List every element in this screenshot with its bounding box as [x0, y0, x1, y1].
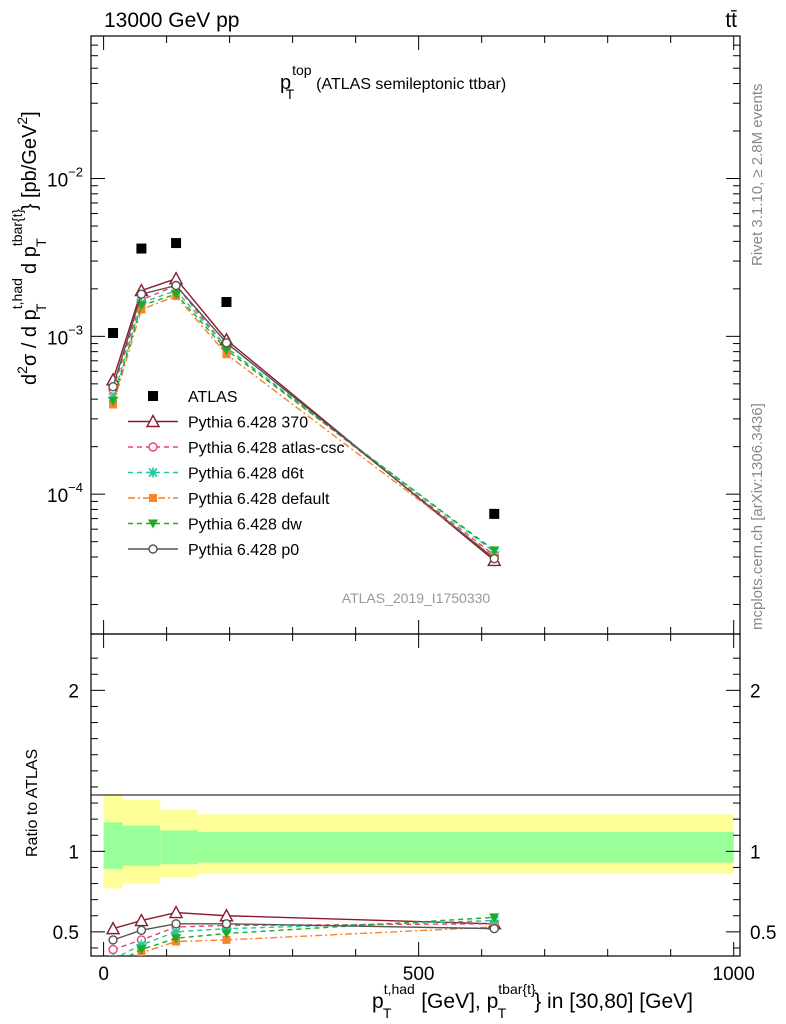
header-process-label: tt̄: [725, 9, 737, 32]
ratio-series-5-point-3: [221, 919, 232, 929]
ratio-plot-frame: [90, 633, 741, 957]
atlas-point-2: [171, 238, 182, 249]
ratio-series-4-point-2: [171, 934, 182, 944]
main-y-tick-label-1: 10−3: [47, 322, 83, 349]
main-y-tick-label-0: 10−2: [47, 165, 83, 192]
atlas-point-3: [221, 297, 232, 308]
ratio-series-layer: [105, 905, 502, 976]
x-tick-label-1: 500: [403, 964, 435, 985]
legend-marker-0: [145, 414, 161, 428]
ratio-y-axis-label: Ratio to ATLAS: [24, 749, 41, 857]
ratio-series-line-2: [117, 919, 495, 956]
ratio-y-tick-label-right-0: 0.5: [750, 923, 776, 944]
main-y-tick-label-2: 10−4: [47, 480, 83, 507]
ratio-series-line-3: [135, 926, 495, 956]
ratio-series-4-point-0: [108, 960, 118, 969]
ratio-series-2-point-0: [108, 954, 118, 956]
ratio-series-line-0: [112, 911, 495, 930]
main-series-4-point-0: [108, 396, 119, 406]
ratio-series-4-point-1: [136, 945, 147, 955]
ratio-y-tick-label-right-2: 2: [750, 681, 761, 702]
ratio-series-1-point-0: [108, 944, 118, 955]
main-series-5-point-2: [171, 280, 181, 291]
ratio-y-tick-label-right-1: 1: [750, 842, 761, 863]
ratio-series-5-point-4: [489, 923, 499, 934]
rivet-version-label: Rivet 3.1.10, ≥ 2.8M events: [749, 84, 766, 267]
analysis-watermark: ATLAS_2019_I1750330: [342, 590, 491, 606]
ratio-inner-band-0: [103, 822, 123, 870]
main-series-4-point-2: [171, 290, 182, 300]
ratio-series-4-point-4: [489, 913, 500, 923]
ratio-y-ticks: 0.5 0.5 1 1 2 2: [53, 657, 776, 949]
main-series-5-point-1: [136, 289, 147, 299]
ratio-series-2-point-1: [136, 939, 147, 950]
ratio-series-4-point-3: [221, 929, 232, 939]
legend-label-0: Pythia 6.428 370: [188, 415, 308, 432]
legend-label-atlas: ATLAS: [188, 389, 238, 406]
main-series-4-point-4: [489, 546, 500, 556]
ratio-series-line-4: [127, 916, 495, 956]
main-series-5-point-3: [221, 338, 232, 348]
ratio-series-line-5: [112, 923, 495, 941]
ratio-inner-band-3: [198, 832, 734, 863]
legend-label-3: Pythia 6.428 default: [188, 491, 330, 508]
legend-label-1: Pythia 6.428 atlas-csc: [188, 440, 345, 457]
ratio-inner-band-2: [160, 830, 199, 865]
ratio-y-tick-label-2: 2: [68, 681, 79, 702]
legend-label-5: Pythia 6.428 p0: [188, 542, 299, 559]
ratio-series-0-point-2: [168, 905, 184, 919]
legend: ATLAS Pythia 6.428 370 Pythia 6.428 atlas-…: [128, 389, 345, 559]
atlas-data-points: [108, 238, 500, 519]
ratio-y-tick-label-1: 1: [68, 842, 79, 863]
atlas-point-1: [136, 243, 147, 254]
header-energy-label: 13000 GeV pp: [104, 9, 239, 32]
main-series-5-point-0: [108, 381, 118, 392]
ratio-series-2-point-3: [221, 923, 232, 934]
x-axis-ticks: 0 500 1000: [98, 36, 755, 985]
main-series-5-point-4: [489, 554, 499, 564]
legend-atlas-marker: [148, 391, 158, 401]
ratio-inner-band-1: [122, 825, 161, 866]
ratio-series-5-point-2: [171, 919, 181, 929]
legend-label-4: Pythia 6.428 dw: [188, 517, 302, 534]
x-axis-label: pt,had T [GeV], ptbar{t} T} in [30,80] [Ge…: [372, 981, 693, 1021]
ratio-series-5-point-1: [136, 925, 147, 935]
main-series-line-1: [112, 284, 495, 556]
x-tick-label-0: 0: [98, 964, 109, 985]
legend-label-2: Pythia 6.428 d6t: [188, 466, 304, 483]
legend-marker-4: [148, 519, 158, 529]
legend-marker-5: [148, 544, 158, 554]
legend-marker-3: [149, 494, 157, 502]
main-series-layer: [105, 271, 502, 567]
main-series-4-point-3: [221, 345, 232, 355]
atlas-point-4: [489, 508, 500, 519]
ratio-uncertainty-bands: [103, 795, 734, 889]
ratio-series-5-point-0: [108, 935, 118, 945]
main-y-axis-label: d2σ / d pt,had T d ptbar{t} T} [pb/GeV2]: [9, 111, 49, 385]
ratio-y-tick-label-0: 0.5: [53, 923, 79, 944]
x-tick-label-2: 1000: [713, 964, 755, 985]
ratio-series-3-point-0: [109, 968, 117, 976]
legend-marker-1: [148, 442, 158, 452]
ratio-series-3-point-3: [222, 935, 231, 944]
legend-marker-2: [148, 467, 158, 478]
mcplots-reference-label: mcplots.cern.ch [arXiv:1306.3436]: [749, 403, 766, 630]
ratio-series-2-point-2: [171, 926, 182, 937]
main-title: ptop T(ATLAS semileptonic ttbar): [280, 62, 506, 102]
atlas-point-0: [108, 328, 119, 339]
main-y-ticks: 10−2 10−3 10−4: [47, 35, 740, 605]
ratio-series-0-point-0: [105, 921, 121, 935]
